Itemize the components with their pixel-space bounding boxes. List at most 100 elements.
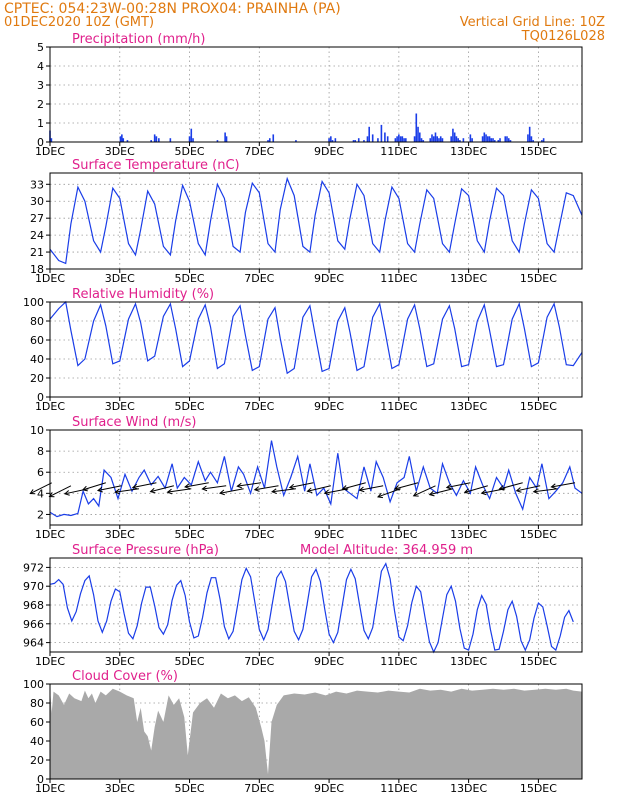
y-tick-label: 8: [37, 445, 44, 458]
precip-bar: [188, 136, 191, 142]
wind-arrow-head: [445, 483, 452, 490]
x-tick-label: 5DEC: [174, 528, 204, 541]
wind-arrow-head: [29, 489, 36, 495]
precip-bar: [384, 132, 386, 142]
precip-bar: [190, 128, 193, 142]
precip-bar: [334, 138, 337, 142]
precip-bar: [532, 140, 534, 142]
wind-arrow-head: [63, 490, 70, 496]
panel-frame: [49, 172, 583, 270]
precip-bar: [471, 138, 473, 142]
precip-bar: [331, 140, 334, 142]
x-tick-label: 11DEC: [380, 782, 417, 795]
wind-arrow: [167, 488, 192, 493]
precip-bar: [432, 136, 435, 142]
wind-arrow-head: [271, 488, 277, 495]
x-tick-label: 7DEC: [244, 400, 274, 413]
wind-arrow-head: [323, 489, 330, 496]
x-tick-label: 5DEC: [174, 145, 204, 158]
y-tick-label: 24: [30, 229, 44, 242]
precip-bar: [330, 136, 332, 142]
precip-bar: [417, 126, 419, 142]
wind-arrow-head: [532, 488, 539, 495]
precip-bar: [352, 140, 355, 142]
header-station-line: CPTEC: 054:23W-00:28N PROX04: PRAINHA (P…: [4, 1, 341, 17]
precip-bar: [366, 136, 369, 142]
precip-bar: [490, 138, 493, 142]
wind-arrow: [394, 482, 419, 490]
x-tick-label: 15DEC: [520, 400, 557, 413]
y-tick-label: 6: [37, 466, 44, 479]
panel-title: Precipitation (mm/h): [72, 32, 205, 47]
precip-bar: [492, 138, 494, 142]
x-tick-label: 13DEC: [450, 655, 487, 668]
y-tick-label: 0: [37, 136, 44, 149]
x-tick-label: 13DEC: [450, 145, 487, 158]
y-tick-label: 970: [23, 580, 44, 593]
precip-bar: [126, 140, 129, 142]
y-tick-label: 80: [30, 315, 44, 328]
precip-bar: [497, 140, 500, 142]
y-tick-label: 18: [30, 263, 44, 276]
precip-bar: [499, 138, 501, 142]
precip-bar: [150, 140, 152, 142]
panel-frame: [49, 301, 583, 398]
series-line: [49, 176, 583, 265]
x-tick-label: 5DEC: [174, 782, 204, 795]
x-tick-label: 13DEC: [450, 528, 487, 541]
x-tick-label: 7DEC: [244, 145, 274, 158]
panel-2: Surface Temperature (nC) 18 21 24 27 30 33 1DEC…: [30, 158, 583, 285]
wind-arrow-head: [480, 489, 487, 496]
y-tick-label: 20: [30, 372, 44, 385]
wind-arrow-head: [393, 485, 400, 491]
precip-bar: [436, 136, 439, 142]
panel-frame: [49, 683, 583, 780]
precip-bar: [469, 134, 472, 142]
wind-arrow-head: [550, 483, 557, 490]
wind-arrow: [289, 482, 314, 488]
series-line: [49, 562, 574, 654]
x-tick-label: 9DEC: [314, 782, 344, 795]
x-tick-label: 1DEC: [35, 655, 65, 668]
precip-bar: [506, 136, 508, 142]
y-tick-label: 5: [37, 41, 44, 54]
precip-bar: [403, 138, 405, 142]
precip-bar: [272, 134, 275, 142]
panel-title: Cloud Cover (%): [72, 669, 178, 684]
precip-bar: [459, 140, 461, 142]
series-line: [49, 440, 583, 518]
y-tick-label: 10: [30, 424, 44, 437]
x-tick-label: 7DEC: [244, 528, 274, 541]
x-tick-label: 9DEC: [314, 655, 344, 668]
precip-bar: [450, 136, 452, 142]
precip-bar: [488, 136, 491, 142]
precip-bar: [493, 140, 496, 142]
x-tick-label: 13DEC: [450, 272, 487, 285]
x-tick-label: 3DEC: [105, 272, 135, 285]
precip-bar: [457, 138, 459, 142]
precip-bar: [155, 136, 158, 142]
wind-arrow: [150, 485, 174, 493]
precip-bar: [439, 136, 442, 142]
header-grid-note: Vertical Grid Line: 10Z: [460, 15, 605, 30]
x-tick-label: 3DEC: [105, 528, 135, 541]
panel-title: Relative Humidity (%): [72, 287, 214, 302]
x-tick-label: 1DEC: [35, 782, 65, 795]
x-tick-label: 15DEC: [520, 528, 557, 541]
precip-bar: [153, 134, 156, 142]
panel-5: Surface Pressure (hPa) Model Altitude: 36…: [23, 543, 583, 668]
x-tick-label: 1DEC: [35, 528, 65, 541]
precip-bar: [422, 140, 425, 142]
x-tick-label: 5DEC: [174, 272, 204, 285]
precip-bar: [527, 134, 529, 142]
wind-arrow: [551, 482, 576, 488]
precip-bar: [438, 138, 440, 142]
wind-arrow-head: [463, 488, 470, 494]
wind-arrow-head: [412, 491, 419, 497]
precip-bar: [434, 132, 437, 142]
x-tick-label: 15DEC: [520, 145, 557, 158]
x-tick-label: 3DEC: [105, 782, 135, 795]
wind-arrow: [115, 488, 140, 493]
wind-arrow: [359, 485, 384, 491]
